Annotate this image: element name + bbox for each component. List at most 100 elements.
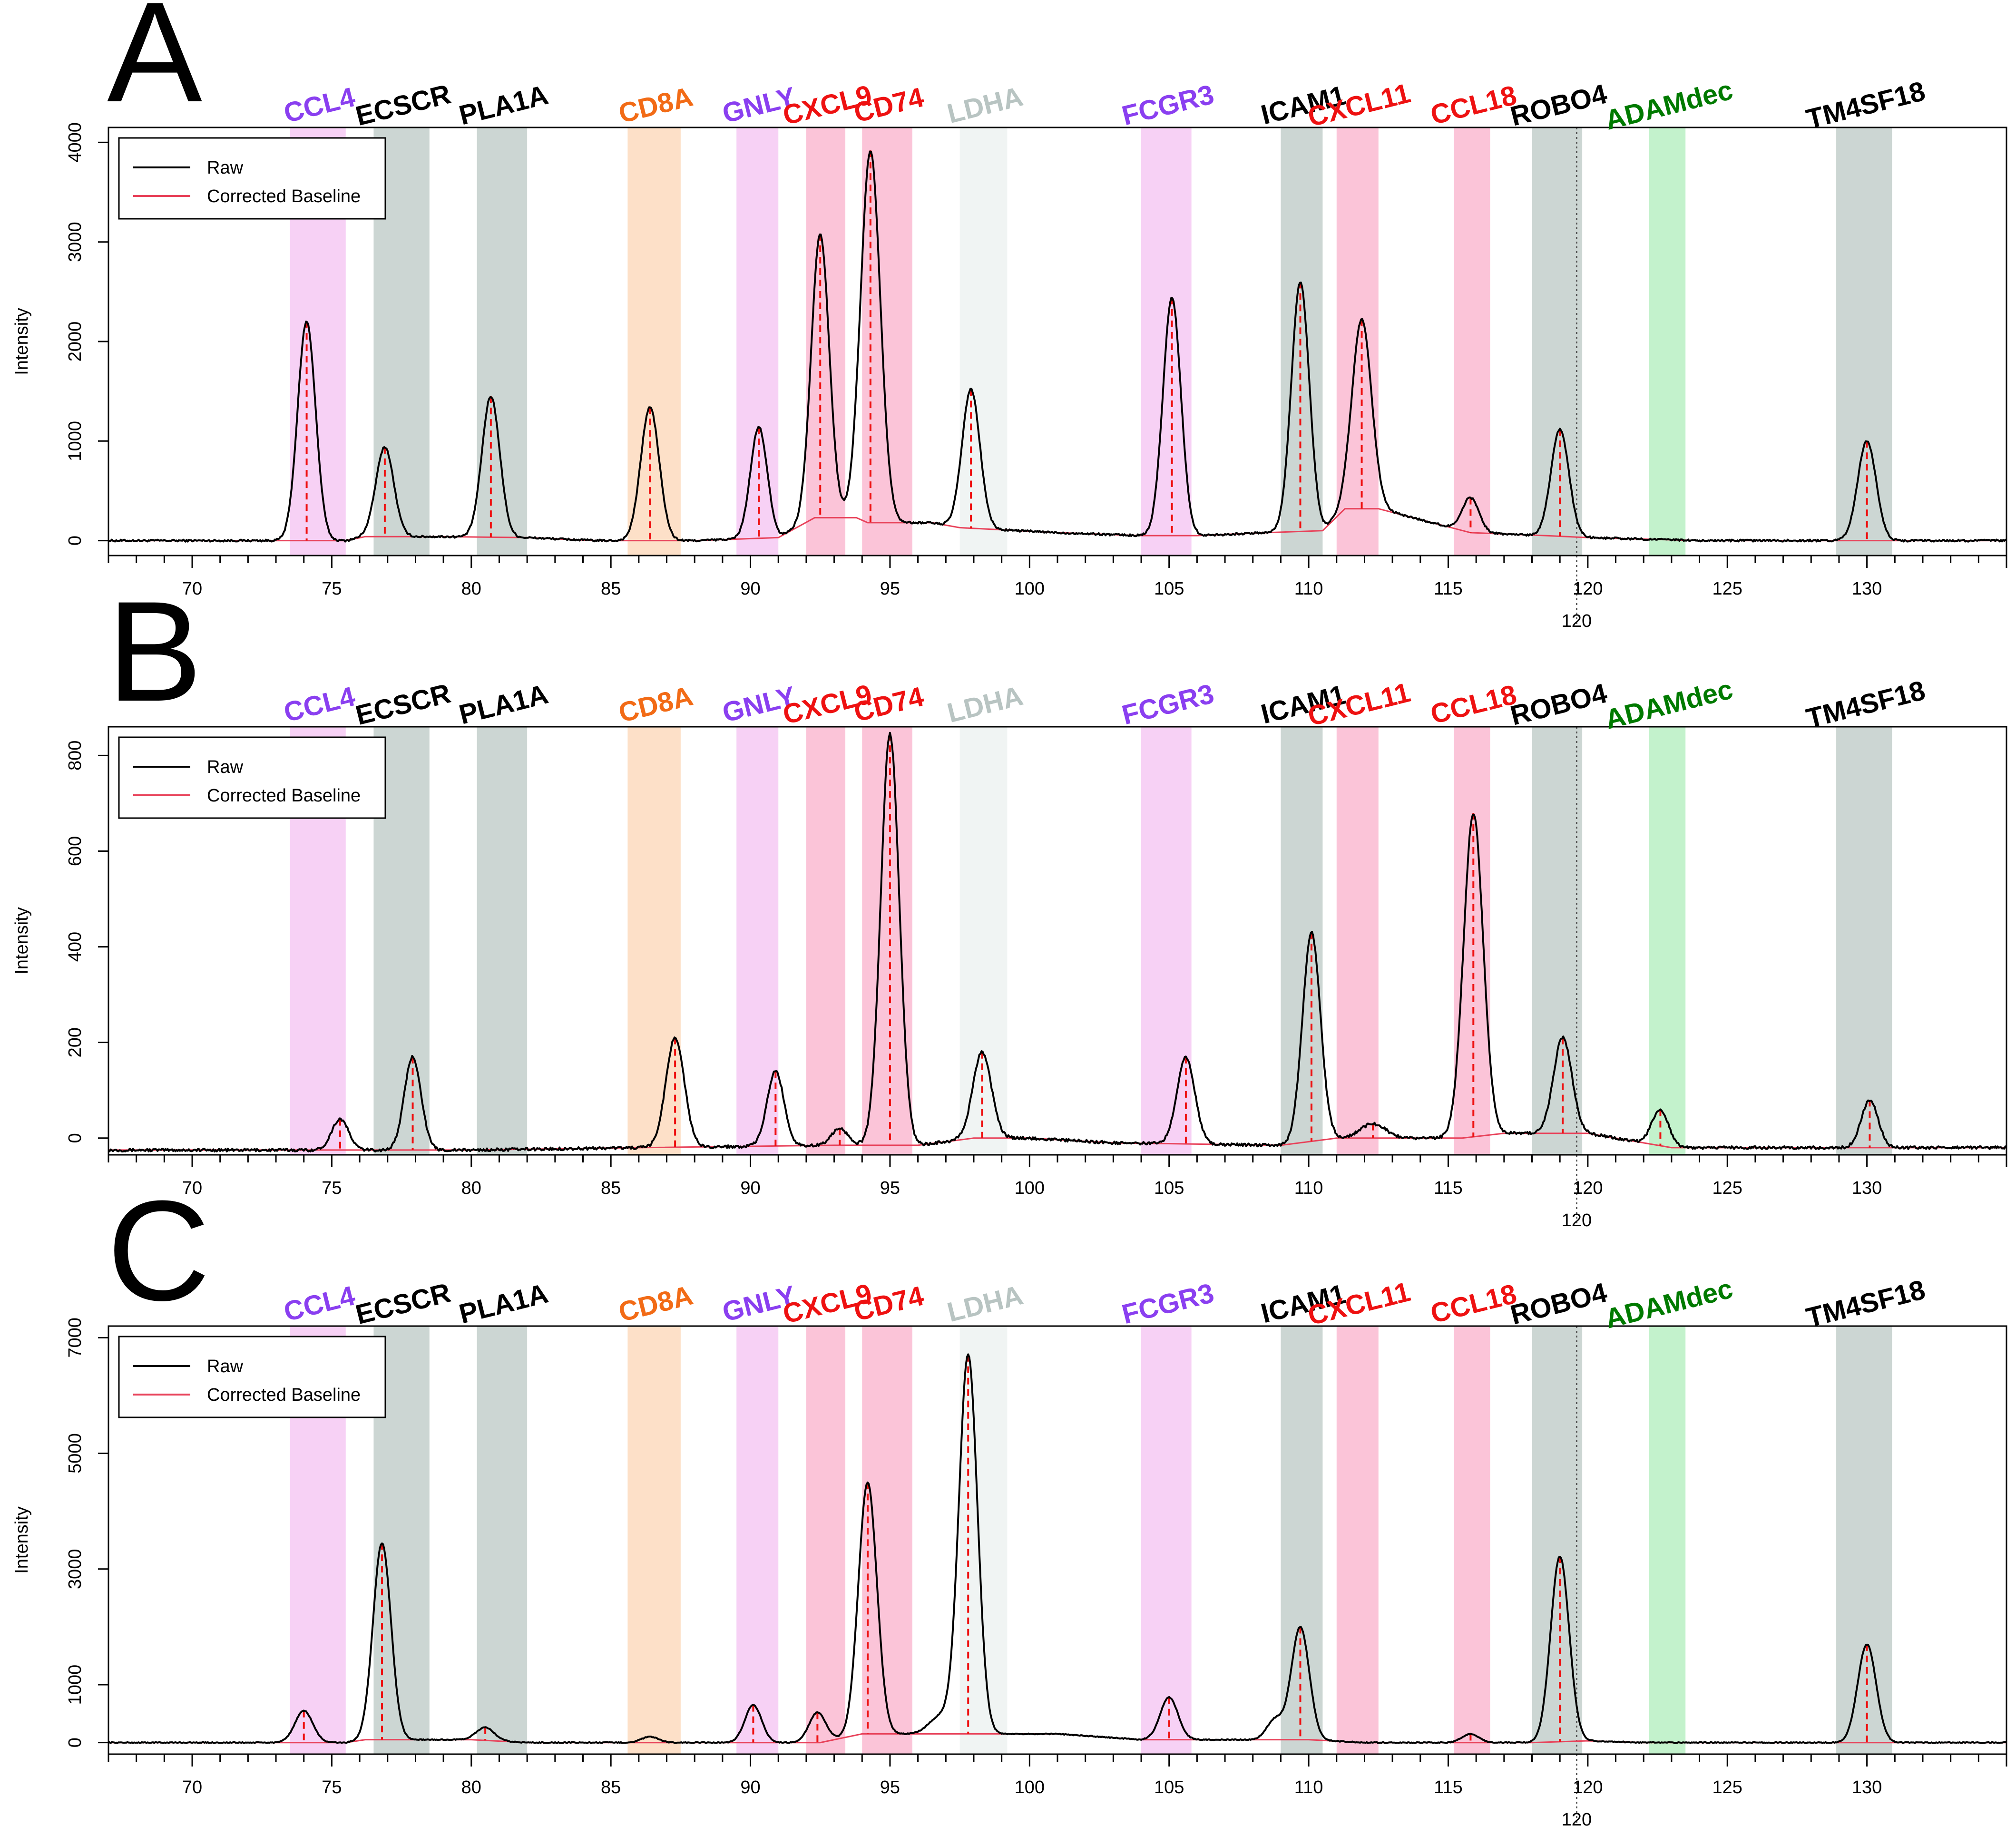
- gene-band-cxcl11-b: [1336, 727, 1379, 1155]
- gene-label-pla1a: PLA1A: [456, 1278, 551, 1330]
- x-tick-label: 125: [1713, 1178, 1742, 1198]
- gene-band-icam1-b: [1281, 727, 1323, 1155]
- x-tick-label: 125: [1713, 579, 1742, 599]
- raw-signal-line-a: [108, 150, 2007, 543]
- x-tick-label: 100: [1015, 579, 1045, 599]
- x-tick-label: 115: [1434, 1777, 1463, 1797]
- panel-label-b: B: [107, 571, 202, 731]
- gene-band-gnly-a: [736, 127, 779, 556]
- x-tick-label: 85: [601, 579, 621, 599]
- gene-label-adamdec: ADAMdec: [1602, 673, 1736, 735]
- gene-label-fcgr3: FCGR3: [1119, 79, 1217, 132]
- gene-band-cd74-b: [862, 727, 912, 1155]
- x-tick-label: 80: [461, 1178, 481, 1198]
- legend-label-raw: Raw: [207, 158, 244, 178]
- gene-band-cxcl9-b: [806, 727, 846, 1155]
- gene-band-ccl18-b: [1454, 727, 1490, 1155]
- legend-label-baseline: Corrected Baseline: [207, 786, 361, 806]
- gene-band-pla1a-a: [477, 127, 528, 556]
- gene-label-ccl4: CCL4: [281, 681, 358, 728]
- x-tick-label: 90: [740, 1777, 760, 1797]
- gene-band-icam1-c: [1281, 1326, 1323, 1754]
- gene-label-tm4sf18: TM4SF18: [1803, 675, 1928, 734]
- x-tick-label: 105: [1154, 579, 1184, 599]
- y-tick-label: 1000: [65, 1665, 85, 1705]
- gene-label-cd8a: CD8A: [616, 680, 696, 728]
- x-tick-label: 70: [182, 579, 202, 599]
- reference-line-label: 120: [1562, 1210, 1592, 1230]
- legend-box: [118, 1336, 386, 1418]
- gene-label-adamdec: ADAMdec: [1602, 74, 1736, 136]
- x-tick-label: 100: [1015, 1178, 1045, 1198]
- x-tick-label: 115: [1434, 1178, 1463, 1198]
- x-tick-label: 100: [1015, 1777, 1045, 1797]
- x-tick-label: 80: [461, 579, 481, 599]
- gene-band-robo4-a: [1532, 127, 1583, 556]
- x-tick-label: 75: [322, 579, 342, 599]
- x-tick-label: 110: [1294, 579, 1323, 599]
- y-tick-label: 1000: [65, 421, 85, 461]
- gene-band-gnly-c: [736, 1326, 779, 1754]
- legend-box: [118, 137, 386, 220]
- gene-label-cd8a: CD8A: [616, 81, 696, 129]
- x-tick-label: 90: [740, 579, 760, 599]
- gene-band-tm4sf18-b: [1836, 727, 1892, 1155]
- x-tick-label: 110: [1294, 1777, 1323, 1797]
- gene-band-cd74-a: [862, 127, 912, 556]
- raw-signal-line-b: [108, 732, 2007, 1152]
- y-tick-label: 3000: [65, 1549, 85, 1590]
- y-tick-label: 2000: [65, 322, 85, 362]
- gene-band-ldha-b: [959, 727, 1008, 1155]
- y-tick-label: 7000: [65, 1318, 85, 1358]
- gene-label-ccl4: CCL4: [281, 81, 358, 129]
- y-tick-label: 3000: [65, 222, 85, 262]
- x-tick-label: 75: [322, 1777, 342, 1797]
- raw-signal-line-c: [108, 1353, 2006, 1744]
- gene-band-tm4sf18-c: [1836, 1326, 1892, 1754]
- y-tick-label: 800: [65, 741, 85, 771]
- gene-band-adamdec-a: [1649, 127, 1686, 556]
- gene-label-ccl18: CCL18: [1428, 79, 1520, 131]
- gene-label-fcgr3: FCGR3: [1119, 678, 1217, 731]
- x-tick-label: 90: [740, 1178, 760, 1198]
- x-tick-label: 75: [322, 1178, 342, 1198]
- gene-band-cd8a-b: [627, 727, 681, 1155]
- gene-label-ecscr: ECSCR: [352, 678, 454, 731]
- y-axis-label: Intensity: [12, 1506, 32, 1574]
- x-tick-label: 120: [1573, 1178, 1603, 1198]
- panel-label-c: C: [107, 1171, 210, 1330]
- x-tick-label: 85: [601, 1777, 621, 1797]
- x-tick-label: 95: [880, 1777, 900, 1797]
- panel-label-a: A: [107, 0, 203, 132]
- gene-band-cxcl9-c: [806, 1326, 846, 1754]
- x-tick-label: 120: [1573, 1777, 1603, 1797]
- y-tick-label: 600: [65, 836, 85, 866]
- gene-label-cd8a: CD8A: [616, 1279, 696, 1327]
- gene-label-ccl18: CCL18: [1428, 1278, 1520, 1329]
- x-tick-label: 130: [1852, 1777, 1882, 1797]
- y-tick-label: 0: [65, 1133, 85, 1143]
- gene-band-fcgr3-b: [1141, 727, 1192, 1155]
- y-axis-label: Intensity: [12, 907, 32, 975]
- gene-band-fcgr3-c: [1141, 1326, 1192, 1754]
- gene-band-cxcl11-c: [1336, 1326, 1379, 1754]
- gene-band-pla1a-b: [477, 727, 528, 1155]
- gene-label-ldha: LDHA: [944, 81, 1026, 129]
- gene-label-ldha: LDHA: [944, 1279, 1026, 1328]
- x-tick-label: 125: [1713, 1777, 1742, 1797]
- gene-label-ldha: LDHA: [944, 680, 1026, 729]
- gene-label-adamdec: ADAMdec: [1602, 1273, 1736, 1334]
- x-tick-label: 115: [1434, 579, 1463, 599]
- gene-label-pla1a: PLA1A: [456, 679, 551, 731]
- gene-band-cd8a-c: [627, 1326, 681, 1754]
- y-tick-label: 400: [65, 932, 85, 962]
- gene-band-ccl18-c: [1454, 1326, 1490, 1754]
- gene-band-adamdec-b: [1649, 727, 1686, 1155]
- x-tick-label: 95: [880, 1178, 900, 1198]
- legend-label-raw: Raw: [207, 757, 244, 777]
- x-tick-label: 105: [1154, 1178, 1184, 1198]
- y-tick-label: 5000: [65, 1433, 85, 1474]
- gene-band-cd8a-a: [627, 127, 681, 556]
- gene-label-fcgr3: FCGR3: [1119, 1278, 1217, 1330]
- gene-label-robo4: ROBO4: [1507, 1277, 1610, 1331]
